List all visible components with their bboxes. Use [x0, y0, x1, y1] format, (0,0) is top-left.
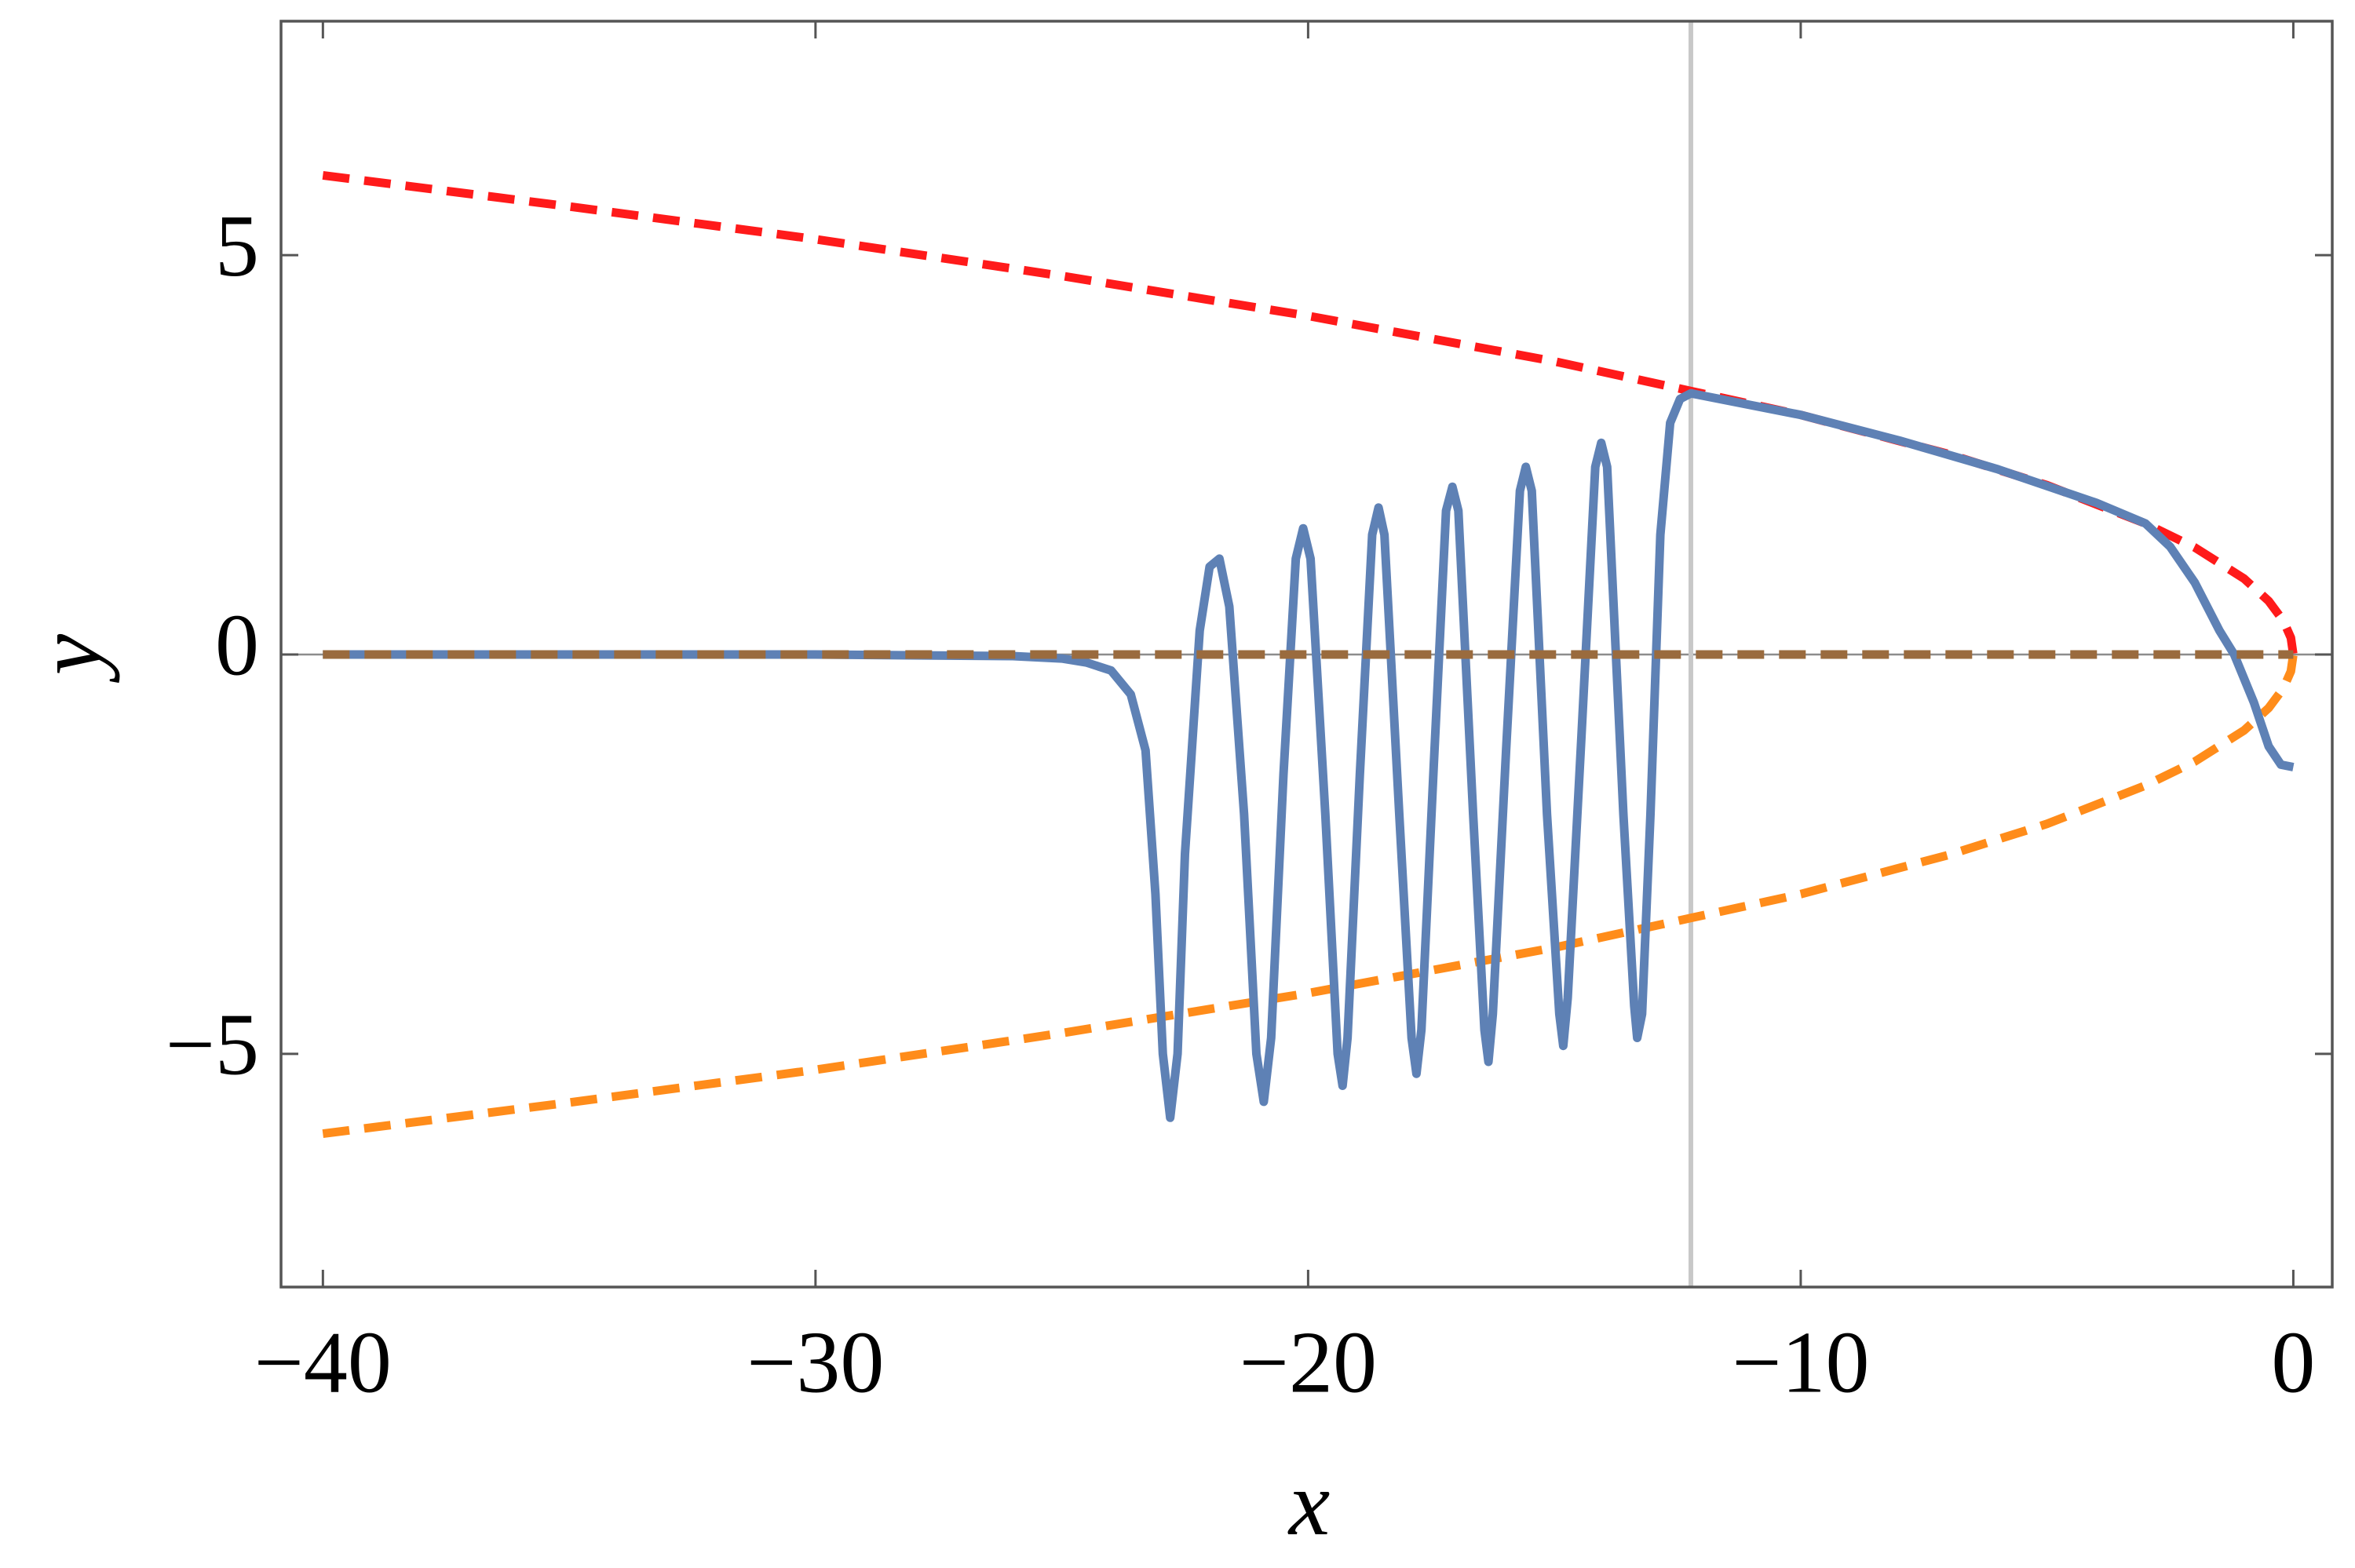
x-tick-label: −10	[1732, 1315, 1869, 1412]
x-axis-label: x	[1287, 1452, 1330, 1555]
y-tick-label: −5	[166, 997, 259, 1094]
y-axis-label: y	[17, 633, 120, 683]
y-tick-label: 5	[215, 198, 259, 295]
x-tick-label: −40	[254, 1315, 392, 1412]
series-line	[323, 388, 2295, 1122]
series-line	[322, 170, 2298, 655]
x-tick-label: 0	[2271, 1315, 2315, 1412]
y-tick-label: 0	[215, 597, 259, 695]
x-tick-label: −30	[747, 1315, 884, 1412]
series-line	[322, 654, 2298, 1139]
x-tick-label: −20	[1240, 1315, 1377, 1412]
